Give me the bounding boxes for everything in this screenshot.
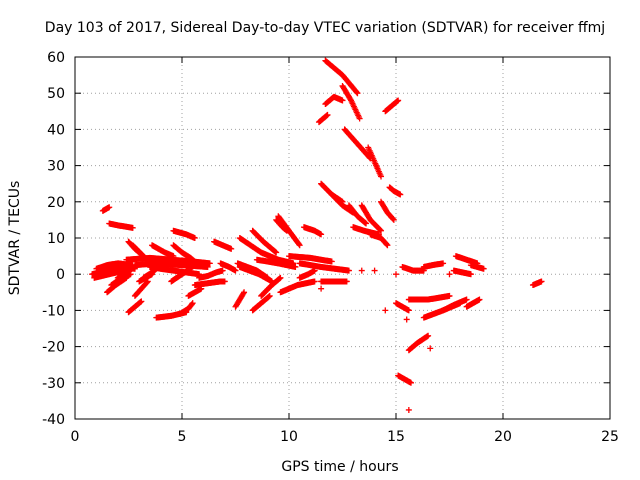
data-point xyxy=(206,260,213,267)
data-point xyxy=(170,253,177,260)
data-point xyxy=(446,292,453,299)
data-point xyxy=(358,267,365,274)
data-point xyxy=(290,260,297,267)
y-tick-label: -20 xyxy=(42,340,65,356)
data-point xyxy=(397,191,404,198)
data-point xyxy=(356,115,363,122)
y-tick-label: -30 xyxy=(42,376,65,392)
data-point xyxy=(395,97,402,104)
data-point xyxy=(384,242,391,249)
data-point xyxy=(427,345,434,352)
data-point xyxy=(480,265,487,272)
data-point xyxy=(345,267,352,274)
y-tick-label: 40 xyxy=(47,122,65,138)
data-point xyxy=(378,227,385,234)
data-point xyxy=(354,90,361,97)
y-tick-label: 30 xyxy=(47,159,65,175)
plot-data xyxy=(89,57,545,413)
data-point xyxy=(328,258,335,265)
data-point xyxy=(187,265,194,272)
y-tick-label: 20 xyxy=(47,195,65,211)
data-point xyxy=(371,267,378,274)
data-point xyxy=(191,235,198,241)
data-point xyxy=(324,111,331,118)
data-point xyxy=(538,278,545,285)
data-point xyxy=(219,267,226,274)
data-point xyxy=(241,289,248,296)
data-point xyxy=(318,231,325,238)
data-point xyxy=(191,258,198,265)
data-point xyxy=(129,224,136,231)
data-point xyxy=(390,216,397,223)
data-point xyxy=(405,307,412,314)
data-point xyxy=(144,279,151,286)
data-point xyxy=(377,227,384,234)
data-point xyxy=(382,307,389,314)
data-point xyxy=(228,245,235,252)
data-point xyxy=(292,263,299,270)
y-tick-label: -40 xyxy=(42,412,65,428)
x-tick-label: 15 xyxy=(387,429,405,445)
grid xyxy=(75,57,610,419)
x-tick-label: 0 xyxy=(71,429,80,445)
data-point xyxy=(273,249,280,256)
data-point xyxy=(318,285,325,292)
x-tick-label: 5 xyxy=(178,429,187,445)
data-point xyxy=(405,406,412,413)
x-tick-label: 25 xyxy=(601,429,619,445)
chart-title: Day 103 of 2017, Sidereal Day-to-day VTE… xyxy=(45,20,605,36)
data-point xyxy=(106,204,113,211)
data-point xyxy=(353,89,360,96)
data-point xyxy=(240,290,247,297)
data-point xyxy=(311,278,318,285)
data-point xyxy=(339,97,346,104)
data-point xyxy=(393,271,399,278)
data-point xyxy=(189,300,196,307)
data-point xyxy=(463,296,470,303)
data-point xyxy=(204,263,211,270)
y-tick-label: 10 xyxy=(47,231,65,247)
data-point xyxy=(311,267,318,274)
data-point xyxy=(467,271,474,278)
y-tick-label: 50 xyxy=(47,86,65,102)
data-point xyxy=(403,316,410,323)
data-point xyxy=(188,301,195,308)
data-point xyxy=(390,216,397,223)
data-point xyxy=(476,296,483,303)
x-axis-label: GPS time / hours xyxy=(281,459,398,475)
y-axis-label: SDTVAR / TECUs xyxy=(7,181,23,296)
data-point xyxy=(277,274,284,281)
data-point xyxy=(221,278,228,285)
data-point xyxy=(266,292,273,299)
data-point xyxy=(295,241,302,248)
data-point xyxy=(296,242,303,249)
data-point xyxy=(440,260,447,267)
data-point xyxy=(446,271,453,278)
y-tick-label: 0 xyxy=(56,267,65,283)
y-tick-label: -10 xyxy=(42,303,65,319)
data-point xyxy=(232,267,239,274)
data-point xyxy=(425,332,432,339)
data-point xyxy=(378,173,385,180)
data-point xyxy=(138,298,145,305)
plot-frame xyxy=(74,56,611,420)
x-tick-label: 20 xyxy=(494,429,512,445)
y-tick-label: 60 xyxy=(47,50,65,66)
x-tick-label: 10 xyxy=(280,429,298,445)
data-point xyxy=(383,241,390,248)
data-point xyxy=(363,220,370,227)
data-point xyxy=(407,379,414,386)
data-point xyxy=(343,278,350,285)
